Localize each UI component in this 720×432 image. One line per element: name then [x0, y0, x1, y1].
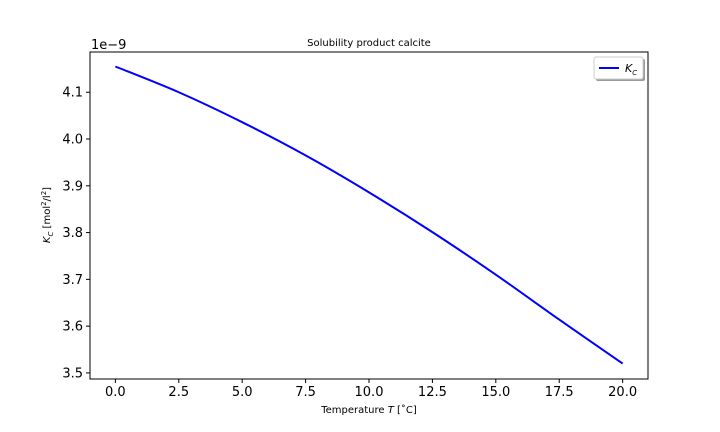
chart-title: Solubility product calcite	[307, 38, 431, 49]
x-axis-label: Temperature T [˚C]	[320, 404, 417, 416]
series-lines	[114, 65, 624, 365]
x-tick-label: 10.0	[355, 385, 384, 400]
x-tick-label: 15.0	[481, 385, 510, 400]
y-axis-label: KC [mol2/l2]	[40, 187, 55, 243]
y-tick-label: 3.9	[62, 179, 83, 194]
x-tick-label: 17.5	[545, 385, 574, 400]
x-tick-label: 0.0	[105, 385, 126, 400]
x-tick-label: 2.5	[168, 385, 189, 400]
legend-label: KC	[625, 62, 637, 77]
legend: KC	[593, 56, 645, 81]
y-tick-label: 3.5	[62, 366, 83, 381]
y-offset-label: 1e−9	[91, 38, 126, 53]
y-axis-ticks: 3.5 3.6 3.7 3.8 3.9 4.0 4.1	[62, 86, 90, 381]
y-tick-label: 4.1	[62, 86, 83, 101]
x-tick-label: 12.5	[418, 385, 447, 400]
x-tick-label: 5.0	[232, 385, 253, 400]
series-line	[114, 65, 624, 365]
x-tick-label: 20.0	[608, 385, 637, 400]
y-tick-label: 3.8	[62, 226, 83, 241]
y-tick-label: 3.6	[62, 320, 83, 335]
x-tick-label: 7.5	[295, 385, 316, 400]
y-tick-label: 4.0	[62, 133, 83, 148]
y-tick-label: 3.7	[62, 273, 83, 288]
x-axis-ticks: 0.0 2.5 5.0 7.5 10.0 12.5 15.0 17.5 20.0	[105, 379, 637, 400]
